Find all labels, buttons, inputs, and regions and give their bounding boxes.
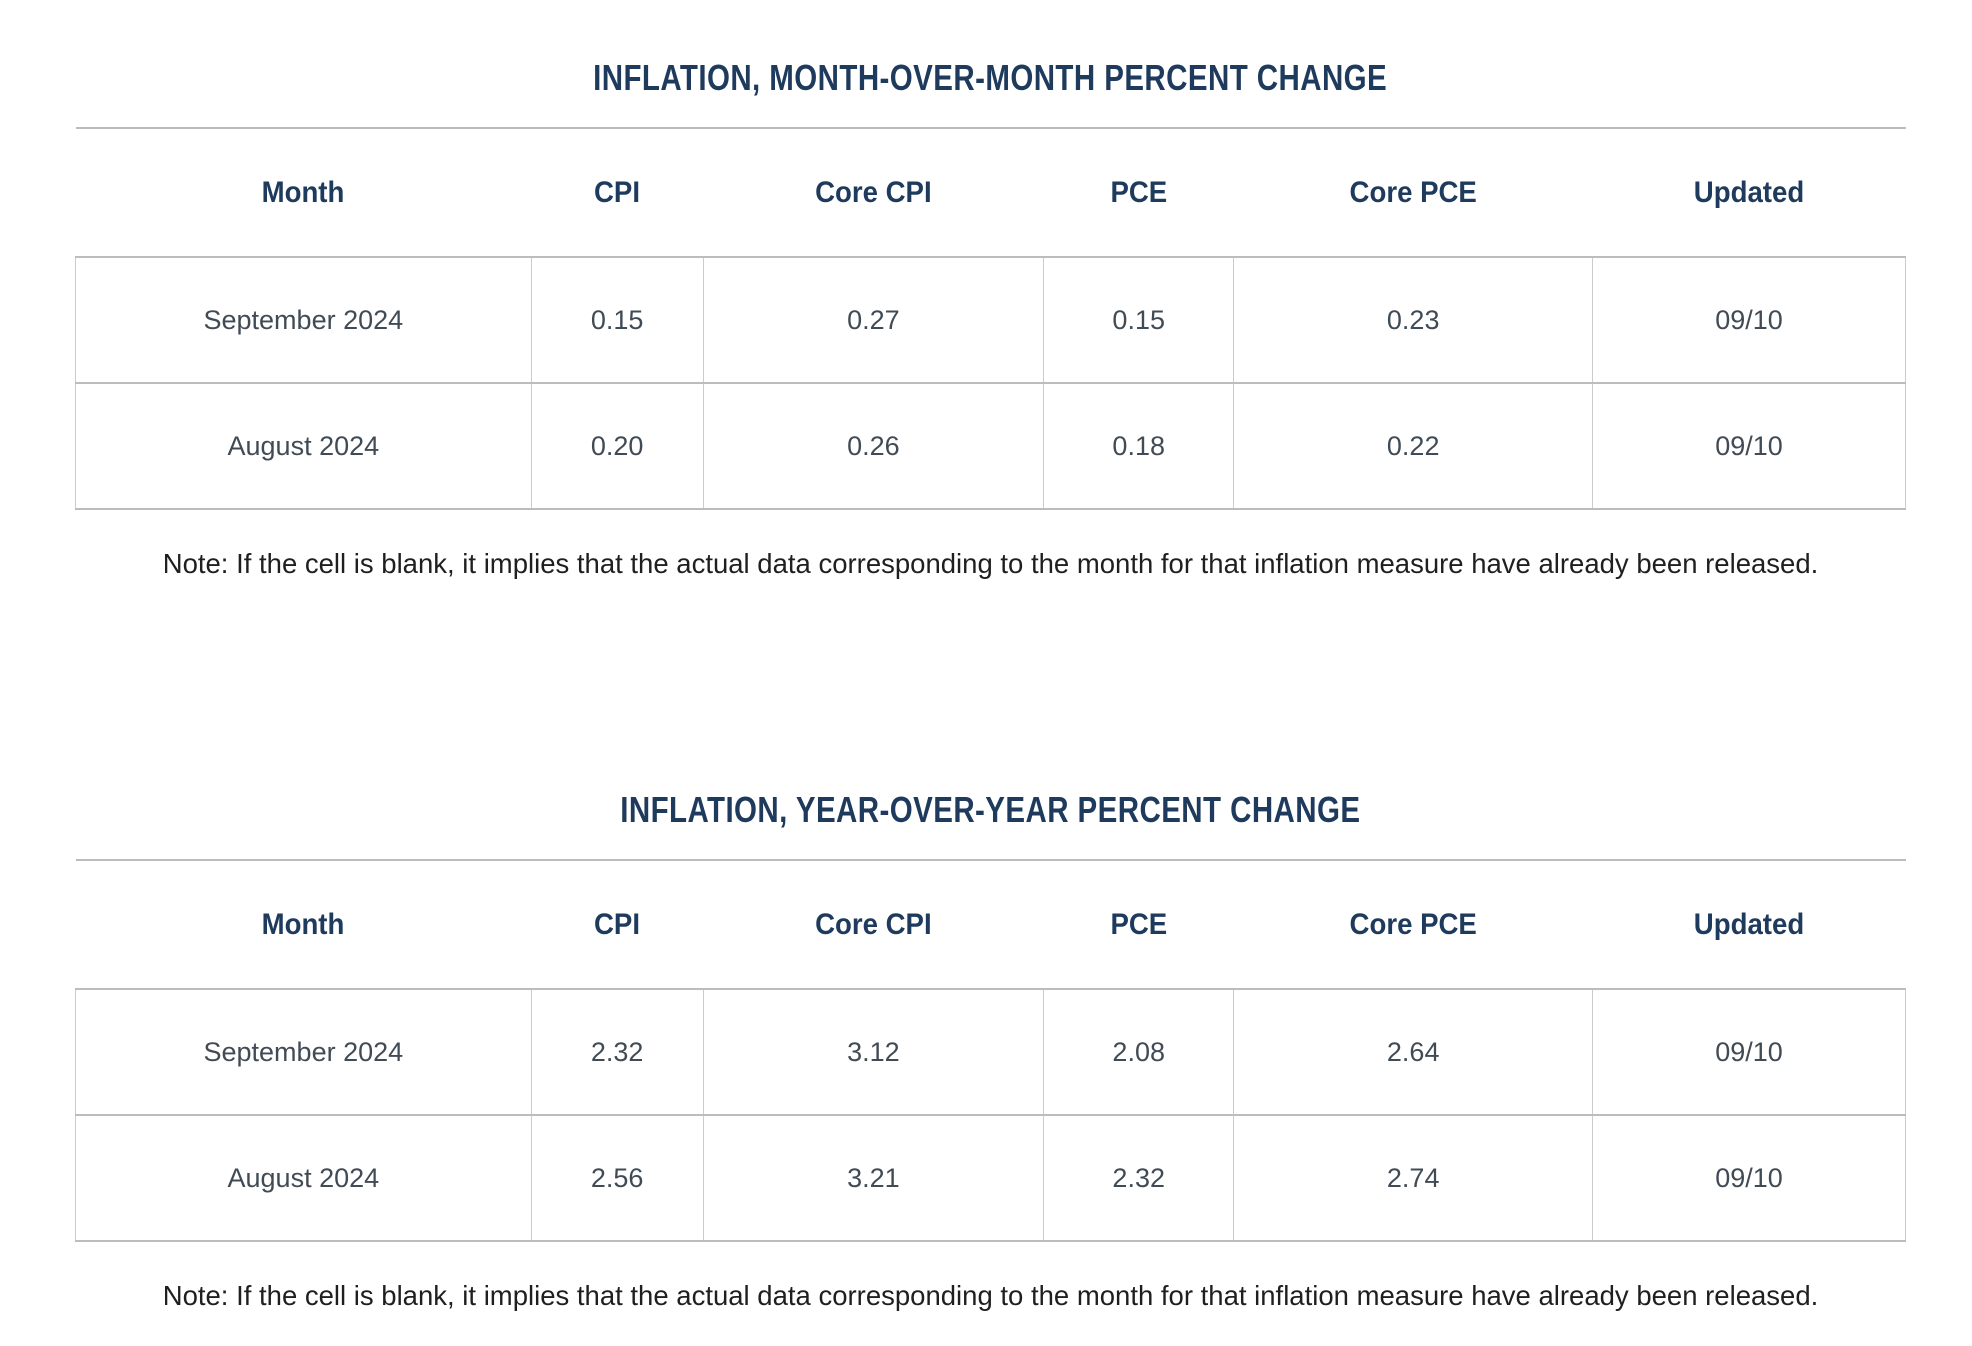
cell-cpi: 2.32 bbox=[530, 988, 704, 1116]
column-header-core-pce-text: Core PCE bbox=[1349, 907, 1477, 941]
column-header-month-text: Month bbox=[261, 175, 345, 209]
column-header-month-text: Month bbox=[261, 907, 345, 941]
column-header-core-cpi-text: Core CPI bbox=[815, 907, 932, 941]
column-header-core-cpi: Core CPI bbox=[703, 127, 1044, 258]
column-header-pce: PCE bbox=[1043, 859, 1234, 990]
table-row-august-2024: August 2024 0.20 0.26 0.18 0.22 09/10 bbox=[75, 382, 1906, 510]
cell-cpi: 0.20 bbox=[530, 382, 704, 510]
column-header-cpi-text: CPI bbox=[594, 907, 641, 941]
column-header-core-pce: Core PCE bbox=[1233, 127, 1593, 258]
table-note-yoy: Note: If the cell is blank, it implies t… bbox=[162, 1280, 1819, 1311]
table-row-september-2024: September 2024 0.15 0.27 0.15 0.23 09/10 bbox=[75, 256, 1906, 384]
cell-pce: 0.15 bbox=[1043, 256, 1235, 384]
cell-core-cpi: 0.27 bbox=[702, 256, 1045, 384]
cell-updated: 09/10 bbox=[1592, 1114, 1906, 1242]
column-header-updated-text: Updated bbox=[1693, 175, 1805, 209]
cell-cpi: 0.15 bbox=[530, 256, 704, 384]
column-header-pce-text: PCE bbox=[1110, 907, 1168, 941]
column-header-core-pce: Core PCE bbox=[1233, 859, 1593, 990]
column-header-month: Month bbox=[75, 127, 532, 258]
cell-core-pce: 0.23 bbox=[1233, 256, 1594, 384]
table-note-mom: Note: If the cell is blank, it implies t… bbox=[162, 548, 1819, 579]
cell-core-cpi: 3.21 bbox=[702, 1114, 1045, 1242]
table-title-yoy-text: INFLATION, YEAR-OVER-YEAR PERCENT CHANGE bbox=[620, 789, 1361, 830]
cell-core-cpi: 0.26 bbox=[702, 382, 1045, 510]
table-row-august-2024: August 2024 2.56 3.21 2.32 2.74 09/10 bbox=[75, 1114, 1906, 1242]
cell-month: August 2024 bbox=[75, 382, 532, 510]
cell-month: September 2024 bbox=[75, 988, 532, 1116]
cell-core-pce: 2.74 bbox=[1233, 1114, 1594, 1242]
table-title-yoy: INFLATION, YEAR-OVER-YEAR PERCENT CHANGE bbox=[75, 778, 1906, 842]
cell-core-cpi: 3.12 bbox=[702, 988, 1045, 1116]
cell-month: August 2024 bbox=[75, 1114, 532, 1242]
cell-pce: 2.08 bbox=[1043, 988, 1235, 1116]
cell-month: September 2024 bbox=[75, 256, 532, 384]
column-header-cpi: CPI bbox=[531, 859, 704, 990]
cell-updated: 09/10 bbox=[1592, 988, 1906, 1116]
yoy-header-row: Month CPI Core CPI PCE Core PCE Updated bbox=[75, 859, 1906, 990]
column-header-pce: PCE bbox=[1043, 127, 1234, 258]
column-header-cpi-text: CPI bbox=[594, 175, 641, 209]
yoy-table: Month CPI Core CPI PCE Core PCE Updated … bbox=[75, 859, 1906, 1242]
cell-pce: 0.18 bbox=[1043, 382, 1235, 510]
cell-updated: 09/10 bbox=[1592, 256, 1906, 384]
section-yoy: INFLATION, YEAR-OVER-YEAR PERCENT CHANGE… bbox=[75, 778, 1906, 1312]
cell-core-pce: 0.22 bbox=[1233, 382, 1594, 510]
table-title-mom: INFLATION, MONTH-OVER-MONTH PERCENT CHAN… bbox=[75, 46, 1906, 110]
column-header-updated: Updated bbox=[1592, 127, 1906, 258]
column-header-updated: Updated bbox=[1592, 859, 1906, 990]
section-mom: INFLATION, MONTH-OVER-MONTH PERCENT CHAN… bbox=[75, 46, 1906, 580]
column-header-updated-text: Updated bbox=[1693, 907, 1805, 941]
column-header-month: Month bbox=[75, 859, 532, 990]
column-header-core-pce-text: Core PCE bbox=[1349, 175, 1477, 209]
mom-header-row: Month CPI Core CPI PCE Core PCE Updated bbox=[75, 127, 1906, 258]
page: INFLATION, MONTH-OVER-MONTH PERCENT CHAN… bbox=[75, 46, 1906, 1312]
column-header-cpi: CPI bbox=[531, 127, 704, 258]
table-row-september-2024: September 2024 2.32 3.12 2.08 2.64 09/10 bbox=[75, 988, 1906, 1116]
column-header-core-cpi-text: Core CPI bbox=[815, 175, 932, 209]
mom-table: Month CPI Core CPI PCE Core PCE Updated … bbox=[75, 127, 1906, 510]
cell-updated: 09/10 bbox=[1592, 382, 1906, 510]
column-header-core-cpi: Core CPI bbox=[703, 859, 1044, 990]
table-title-mom-text: INFLATION, MONTH-OVER-MONTH PERCENT CHAN… bbox=[593, 57, 1388, 98]
column-header-pce-text: PCE bbox=[1110, 175, 1168, 209]
cell-cpi: 2.56 bbox=[530, 1114, 704, 1242]
cell-pce: 2.32 bbox=[1043, 1114, 1235, 1242]
cell-core-pce: 2.64 bbox=[1233, 988, 1594, 1116]
